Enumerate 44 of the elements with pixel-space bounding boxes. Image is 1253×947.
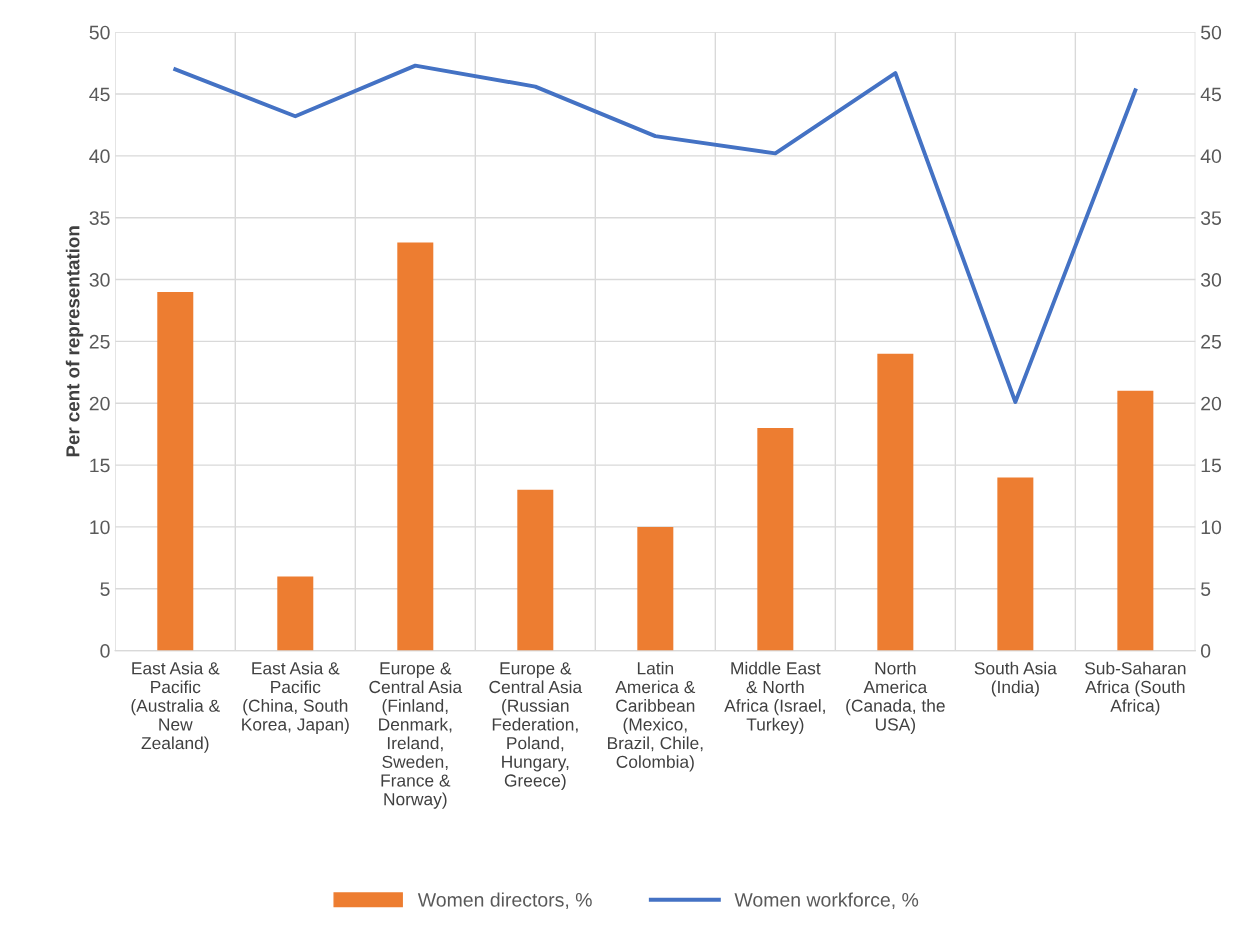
- y2-tick-label: 0: [1200, 644, 1211, 658]
- y2-tick-label: 5: [1201, 582, 1211, 596]
- bar: [277, 576, 314, 651]
- y-tick-label: 0: [100, 644, 110, 658]
- x-tick-label: Europe & Central Asia (Russian Federation, Poland, Hungary, Greece): [489, 662, 583, 791]
- y-tick-label: 50: [89, 25, 110, 40]
- y2-tick-label: 50: [1201, 25, 1222, 40]
- y2-tick-label: 25: [1201, 334, 1222, 349]
- y-tick-label: 25: [89, 334, 110, 349]
- y2-tick-label: 30: [1200, 273, 1222, 287]
- y-tick-label: 15: [90, 458, 110, 473]
- y-tick-label: 30: [89, 273, 110, 287]
- legend-label: Women directors, %: [417, 892, 592, 910]
- x-tick-label: Europe & Central Asia (Finland, Denmark, Ireland, Sweden, France & Norway): [369, 662, 463, 809]
- bar: [757, 427, 794, 651]
- y2-tick-label: 10: [1201, 520, 1222, 535]
- x-tick-label: Sub-Saharan Africa (South Africa): [1085, 661, 1186, 716]
- bar: [157, 291, 194, 651]
- x-tick-label: North America (Canada, the USA): [846, 661, 945, 734]
- y-tick-label: 35: [89, 211, 110, 225]
- x-tick-label: East Asia & Pacific (Australia & New Zealand): [131, 661, 220, 753]
- y2-tick-label: 40: [1200, 149, 1222, 164]
- bar: [637, 526, 674, 651]
- y2-tick-label: 15: [1201, 458, 1222, 473]
- y2-tick-label: 45: [1200, 87, 1222, 102]
- y-tick-label: 40: [89, 149, 110, 164]
- bar: [997, 477, 1034, 651]
- x-tick-label: South Asia (India): [974, 661, 1057, 697]
- y-tick-label: 45: [89, 87, 110, 102]
- bar: [877, 353, 914, 651]
- x-tick-label: East Asia & Pacific (China, South Korea, Japan): [242, 661, 349, 734]
- y-tick-label: 20: [89, 396, 110, 411]
- y-axis-title: Per cent of representation: [65, 226, 84, 457]
- y-tick-label: 10: [90, 520, 110, 535]
- x-tick-label: Middle East & North Africa (Israel, Turkey): [724, 661, 825, 734]
- bar: [397, 242, 434, 651]
- y2-tick-label: 35: [1200, 211, 1222, 225]
- bar: [517, 489, 554, 651]
- legend-label: Women workforce, %: [734, 892, 919, 910]
- x-tick-label: Latin America & Caribbean (Mexico, Brazil, Chile, Colombia): [608, 661, 703, 772]
- line-series: [173, 63, 1138, 404]
- bar: [1117, 390, 1154, 651]
- y2-tick-label: 20: [1201, 396, 1222, 411]
- y-tick-label: 5: [100, 582, 110, 596]
